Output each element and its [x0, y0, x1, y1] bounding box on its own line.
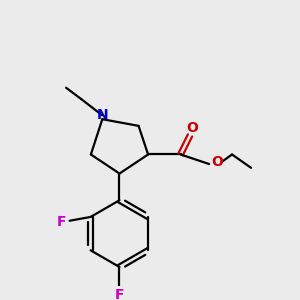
Text: N: N — [97, 108, 108, 122]
Text: F: F — [56, 215, 66, 229]
Text: F: F — [115, 288, 124, 300]
Text: O: O — [186, 121, 198, 135]
Text: O: O — [211, 155, 223, 169]
